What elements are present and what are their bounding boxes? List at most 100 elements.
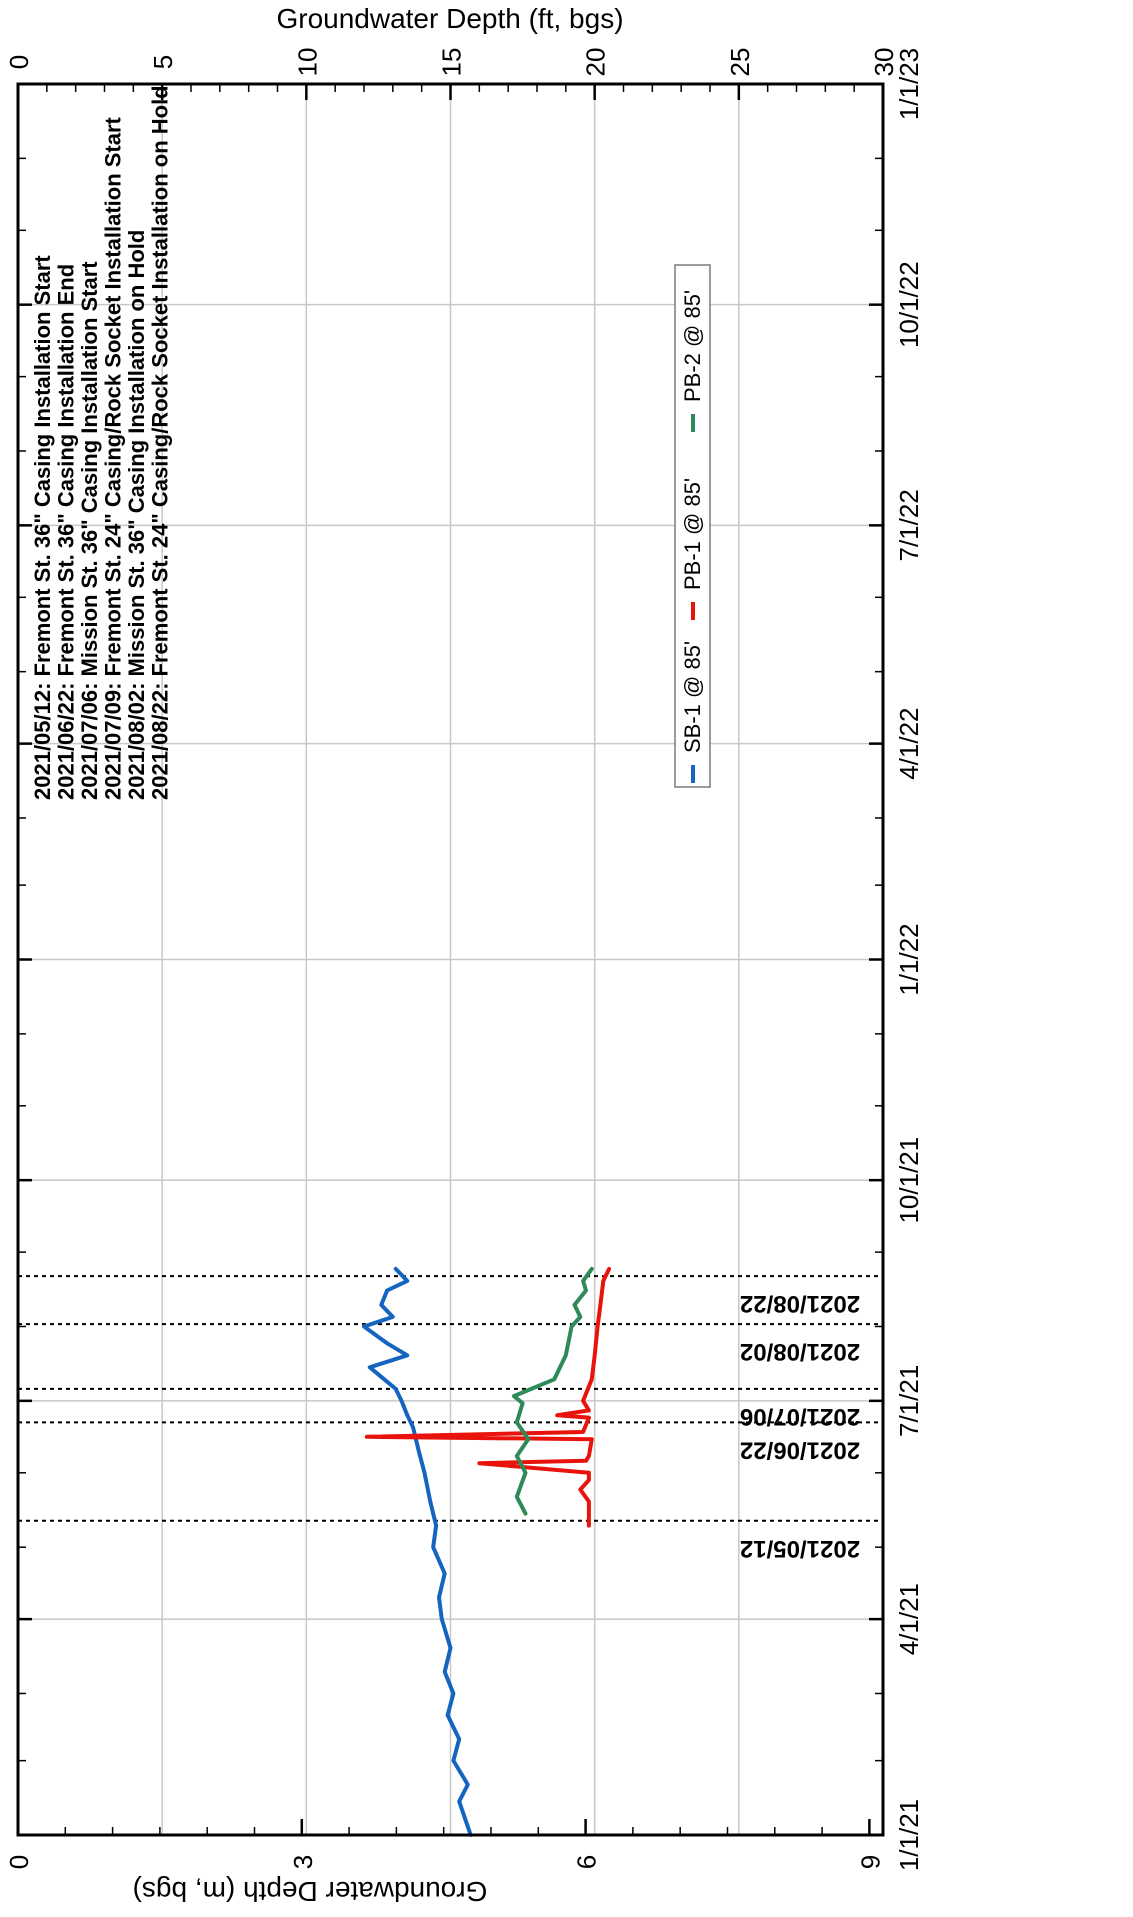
series-0-point [379, 1303, 383, 1307]
series-0-point [385, 1289, 389, 1293]
series-1-point [587, 1478, 591, 1482]
tick-label-m-9: 9 [855, 1855, 885, 1869]
tick-label-ft-30: 30 [869, 48, 899, 77]
series-1-point [477, 1461, 481, 1465]
secondary-axis-title: Groundwater Depth (m, bgs) [133, 1876, 488, 1907]
series-1-point [601, 1279, 605, 1283]
tick-label-m-0: 0 [4, 1855, 34, 1869]
series-2-point [581, 1279, 585, 1283]
event-label-2: 2021/07/06 [740, 1403, 860, 1430]
series-2-point [515, 1495, 519, 1499]
tick-label-date-7: 10/1/22 [894, 261, 924, 348]
series-0-point [423, 1471, 427, 1475]
event-label-0: 2021/05/12 [740, 1535, 860, 1562]
series-1-point [598, 1303, 602, 1307]
series-0-point [440, 1617, 444, 1621]
tick-label-ft-5: 5 [148, 55, 178, 69]
series-0-point [417, 1449, 421, 1453]
tick-label-date-1: 4/1/21 [894, 1583, 924, 1655]
series-2-point [570, 1324, 574, 1328]
series-1-point [587, 1416, 591, 1420]
tick-labels: 0 5 10 15 20 25 30 0 3 6 9 1/1/21 4/1/21 7/1/21 10/1/2… [4, 48, 924, 1872]
series-1-point [578, 1488, 582, 1492]
tick-label-ft-20: 20 [581, 48, 611, 77]
series-2-point [590, 1267, 594, 1271]
series-2-point [564, 1353, 568, 1357]
series-0-point [385, 1341, 389, 1345]
event-lines: 2021/05/12 2021/06/22 2021/07/06 2021/08/02… [18, 1275, 883, 1562]
annotation-line-4: 2021/08/02: Mission St. 36" Casing Insta… [124, 230, 149, 800]
series-1-point [587, 1454, 591, 1458]
series-0-point [368, 1365, 372, 1369]
series-0-point [451, 1691, 455, 1695]
tick-label-ft-15: 15 [437, 48, 467, 77]
series-1-point [365, 1435, 369, 1439]
primary-axis-title: Groundwater Depth (ft, bgs) [276, 3, 623, 34]
series-0-point [443, 1572, 447, 1576]
series-2-point [515, 1420, 519, 1424]
data-series [362, 1266, 612, 1837]
event-label-4: 2021/08/22 [740, 1290, 860, 1317]
series-2-point [552, 1377, 556, 1381]
tick-label-date-4: 1/1/22 [894, 923, 924, 995]
annotation-line-5: 2021/08/22: Fremont St. 24" Casing/Rock … [148, 85, 173, 800]
series-0-point [449, 1646, 452, 1650]
series-0-point [437, 1596, 441, 1600]
series-1-point [587, 1408, 591, 1412]
series-2-point [578, 1315, 582, 1319]
series-0-point [362, 1324, 366, 1328]
series-1-point [587, 1471, 591, 1475]
series-1-point [584, 1459, 588, 1463]
series-0-point [411, 1425, 415, 1429]
tick-label-date-6: 7/1/22 [894, 489, 924, 561]
tick-label-date-5: 4/1/22 [894, 707, 924, 779]
series-0-point [399, 1399, 403, 1403]
annotation-line-3: 2021/07/09: Fremont St. 24" Casing/Rock … [101, 116, 126, 800]
tick-label-date-2: 7/1/21 [894, 1365, 924, 1437]
annotation-line-2: 2021/07/06: Mission St. 36" Casing Insta… [77, 261, 102, 800]
series-0-point [394, 1267, 398, 1271]
annotation-block: 2021/05/12: Fremont St. 36" Casing Insta… [30, 85, 173, 800]
series-0-point [451, 1759, 455, 1763]
legend-label-1: PB-1 @ 85' [680, 478, 705, 590]
annotation-line-1: 2021/06/22: Fremont St. 36" Casing Insta… [54, 264, 79, 800]
series-0-point [405, 1279, 409, 1283]
tick-label-ft-0: 0 [4, 55, 34, 69]
series-2-point [523, 1471, 527, 1475]
series-1-point [555, 1413, 559, 1417]
series-1-point [590, 1437, 594, 1441]
series-0-point [394, 1387, 398, 1391]
series-0-point [428, 1500, 432, 1504]
series-2-point [521, 1401, 525, 1405]
series-2-point [584, 1289, 588, 1293]
series-0-point [457, 1799, 461, 1803]
legend-label-0: SB-1 @ 85' [680, 641, 705, 753]
series-2-point [526, 1437, 530, 1441]
series-0-point [457, 1737, 461, 1741]
tick-label-ft-10: 10 [292, 48, 322, 77]
tick-label-m-6: 6 [572, 1855, 602, 1869]
legend-label-2: PB-2 @ 85' [680, 290, 705, 402]
tick-label-ft-25: 25 [725, 48, 755, 77]
series-0-point [466, 1783, 470, 1787]
series-0-point [446, 1713, 450, 1717]
series-2-point [512, 1394, 516, 1398]
series-0-point [463, 1816, 467, 1820]
legend: SB-1 @ 85' PB-1 @ 85' PB-2 @ 85' [674, 264, 711, 788]
series-0-point [443, 1670, 447, 1674]
series-1-point [587, 1500, 591, 1504]
series-1-point [581, 1430, 585, 1434]
series-1-point [587, 1524, 591, 1528]
series-1-point [596, 1324, 600, 1328]
series-1-point [593, 1353, 597, 1357]
series-0-point [391, 1315, 395, 1319]
series-0-point [434, 1524, 438, 1528]
series-1-point [581, 1399, 585, 1403]
tick-label-date-8: 1/1/23 [894, 48, 924, 120]
series-2-point [572, 1303, 576, 1307]
legend-box [674, 264, 711, 788]
series-0-point [405, 1413, 409, 1417]
series-1-point [607, 1267, 611, 1271]
